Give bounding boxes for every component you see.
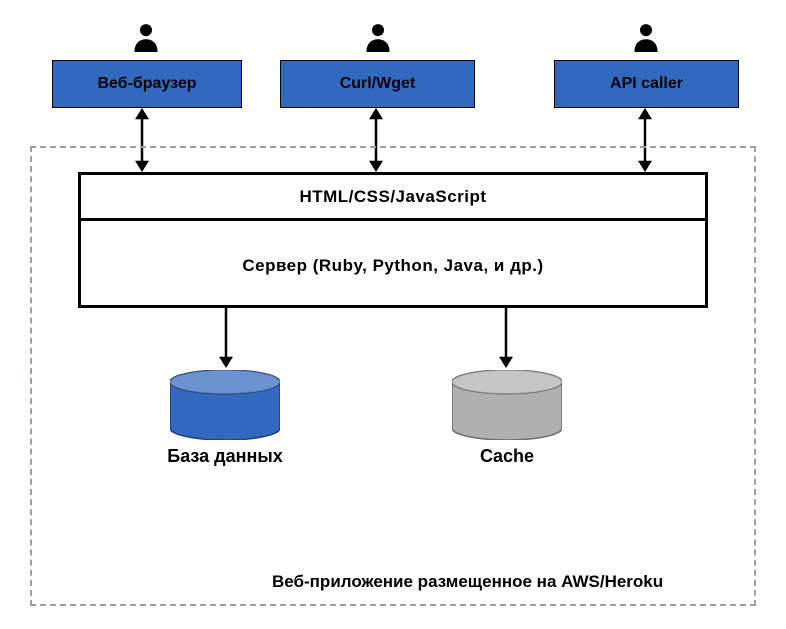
client-label: Curl/Wget xyxy=(340,75,416,93)
diagram-canvas: Веб-браузер Curl/Wget API caller HTML/CS… xyxy=(0,0,786,629)
server-box: HTML/CSS/JavaScript Сервер (Ruby, Python… xyxy=(78,172,708,308)
arrow-down xyxy=(214,308,238,368)
cache-cylinder xyxy=(452,370,562,440)
caption-text: Веб-приложение размещенное на AWS/Heroku xyxy=(272,572,663,591)
client-box-api: API caller xyxy=(554,60,739,108)
user-icon xyxy=(364,22,392,52)
server-row-frontend: HTML/CSS/JavaScript xyxy=(81,175,705,221)
server-row-backend: Сервер (Ruby, Python, Java, и др.) xyxy=(81,221,705,311)
arrow-down xyxy=(494,308,518,368)
database-cylinder xyxy=(170,370,280,440)
client-box-browser: Веб-браузер xyxy=(52,60,242,108)
client-box-curl: Curl/Wget xyxy=(280,60,475,108)
server-backend-label: Сервер (Ruby, Python, Java, и др.) xyxy=(242,256,543,276)
database-label: База данных xyxy=(125,446,325,467)
hosting-caption: Веб-приложение размещенное на AWS/Heroku xyxy=(272,572,663,592)
cache-label: Cache xyxy=(407,446,607,467)
client-label: Веб-браузер xyxy=(97,75,196,93)
user-icon xyxy=(632,22,660,52)
client-label: API caller xyxy=(610,75,683,93)
user-icon xyxy=(132,22,160,52)
server-frontend-label: HTML/CSS/JavaScript xyxy=(299,187,486,207)
